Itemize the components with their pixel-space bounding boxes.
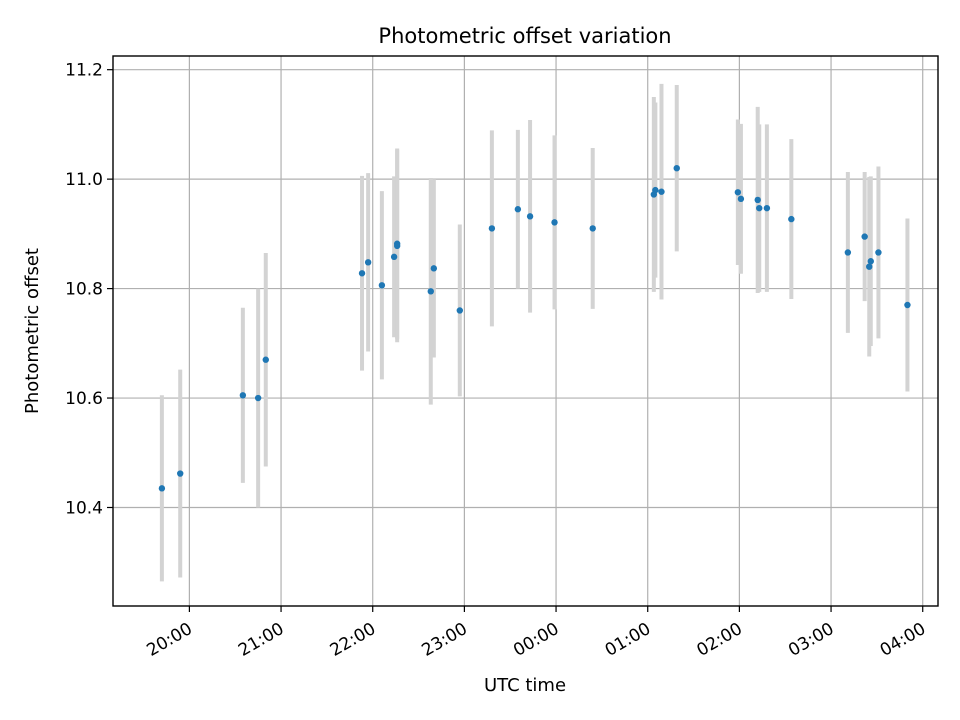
- data-point: [763, 204, 771, 212]
- x-tick-label: 02:00: [693, 619, 745, 661]
- data-point: [788, 215, 795, 223]
- data-point: [756, 204, 763, 212]
- data-point: [456, 307, 464, 314]
- y-tick-label: 10.8: [65, 280, 103, 300]
- data-point: [378, 282, 386, 289]
- data-point: [652, 186, 659, 194]
- data-point: [239, 392, 247, 399]
- x-axis-label: UTC time: [484, 675, 566, 696]
- data-point: [737, 195, 745, 203]
- x-tick-label: 01:00: [602, 619, 654, 661]
- data-point: [427, 288, 434, 295]
- data-point: [514, 206, 522, 213]
- data-point: [861, 233, 868, 240]
- error-bars: [159, 83, 910, 582]
- data-point: [658, 188, 665, 195]
- data-point: [875, 249, 882, 256]
- x-axis-ticks: 20:00 21:00 22:00 23:00 00:00 01:00 02:00 03:00…: [143, 606, 929, 661]
- data-point: [904, 301, 911, 309]
- data-point: [358, 270, 366, 277]
- x-tick-label: 00:00: [510, 619, 562, 661]
- data-point: [364, 259, 372, 266]
- x-tick-label: 21:00: [235, 619, 287, 661]
- grid-lines: [113, 56, 938, 606]
- data-point: [866, 263, 873, 270]
- data-point: [526, 213, 534, 220]
- data-point: [844, 249, 852, 256]
- data-point: [158, 485, 166, 492]
- y-tick-label: 11.0: [65, 170, 103, 190]
- x-tick-label: 22:00: [327, 619, 379, 661]
- data-point: [754, 196, 761, 204]
- data-points: [158, 164, 911, 492]
- data-point: [177, 470, 184, 477]
- y-axis-label: Photometric offset: [22, 248, 43, 414]
- x-tick-label: 03:00: [785, 619, 837, 661]
- data-point: [262, 356, 269, 363]
- y-tick-label: 10.4: [65, 498, 103, 518]
- y-tick-label: 10.6: [65, 389, 103, 409]
- data-point: [488, 225, 496, 232]
- x-tick-label: 20:00: [143, 619, 195, 661]
- y-tick-label: 11.2: [65, 61, 103, 81]
- data-point: [430, 265, 438, 272]
- data-point: [589, 225, 596, 232]
- data-point: [393, 242, 401, 250]
- data-point: [551, 219, 558, 226]
- chart-title: Photometric offset variation: [378, 24, 671, 48]
- data-point: [390, 253, 398, 261]
- x-tick-label: 04:00: [877, 619, 929, 661]
- y-axis-ticks: 10.4 10.6 10.8 11.0 11.2: [65, 61, 113, 518]
- data-point: [673, 164, 680, 172]
- x-tick-label: 23:00: [418, 619, 470, 661]
- data-point: [254, 394, 262, 402]
- plot-frame: [112, 55, 939, 607]
- data-point: [867, 258, 874, 265]
- data-point: [734, 189, 742, 196]
